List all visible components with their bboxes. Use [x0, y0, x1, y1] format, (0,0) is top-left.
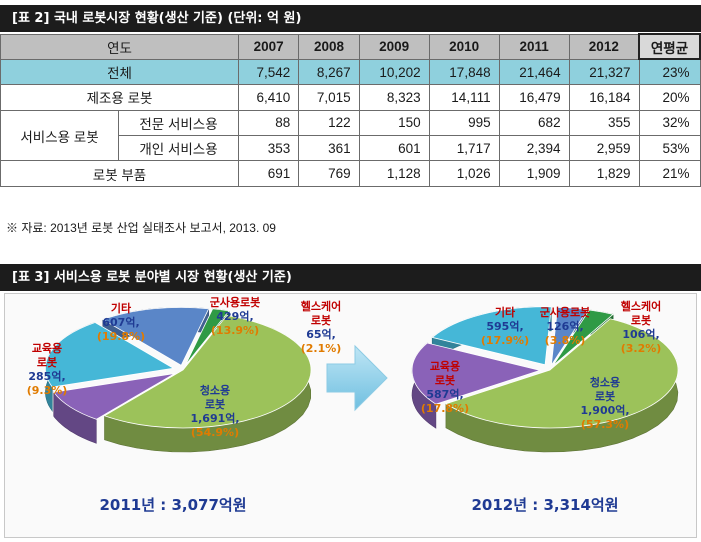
- row-label: 제조용 로봇: [0, 84, 239, 111]
- table-cell: 10,202: [358, 58, 430, 86]
- pie-chart-2011: 청소용 로봇 1,691억, (54.9%) 교육용 로봇 285억, (9.3%) 기타 607…: [27, 295, 342, 453]
- pie-slice: [184, 308, 230, 366]
- table-cell: 17,848: [428, 58, 500, 86]
- row-label: 전체: [0, 58, 239, 86]
- arrow-icon: [326, 344, 388, 412]
- table-cell: 16,479: [498, 84, 570, 111]
- table-cell: 353: [237, 135, 300, 162]
- table-cell: 355: [568, 109, 640, 137]
- pie-slice: [52, 373, 176, 420]
- slice-label: 청소용 로봇 1,900억, (57.3%): [580, 375, 629, 431]
- table-cell: 8,267: [298, 58, 360, 86]
- slice-label: 교육용 로봇 285억, (9.3%): [27, 342, 68, 397]
- table-cell: 682: [498, 109, 570, 137]
- source-note: ※ 자료: 2013년 로봇 산업 실태조사 보고서, 2013. 09: [6, 221, 276, 235]
- table-cell-cagr: 20%: [638, 84, 701, 111]
- pie-chart-2012: 청소용 로봇 1,900억, (57.3%) 교육용 로봇 587억, (17.8%) 기타 59…: [411, 299, 679, 453]
- pie-slice: [101, 306, 210, 366]
- header-year: 2012: [568, 33, 640, 60]
- table-cell: 1,026: [428, 160, 500, 187]
- table-cell: 150: [358, 109, 430, 137]
- table-cell: 1,909: [498, 160, 570, 187]
- table-cell: 995: [428, 109, 500, 137]
- pie-slice: [411, 342, 542, 405]
- slice-label: 군사용로봇 126억, (3.8%): [540, 305, 591, 347]
- table-cell-cagr: 32%: [638, 109, 701, 137]
- table-cell: 2,959: [568, 135, 640, 162]
- pie-slice: [552, 309, 614, 366]
- table-cell: 361: [298, 135, 360, 162]
- table-cell: 601: [358, 135, 430, 162]
- table-row: 개인 서비스용 353 361 601 1,717 2,394 2,959 53…: [1, 135, 701, 162]
- header-year: 2008: [298, 33, 360, 60]
- header-cagr: 연평균: [638, 32, 701, 61]
- slice-label: 헬스케어 로봇 65억, (2.1%): [301, 299, 342, 355]
- row-group-label: 서비스용 로봇: [0, 109, 119, 162]
- slice-label: 기타 595억, (17.9%): [481, 305, 529, 347]
- row-label: 전문 서비스용: [118, 109, 239, 137]
- table-cell: 2,394: [498, 135, 570, 162]
- table-cell: 16,184: [568, 84, 640, 111]
- slice-label: 헬스케어 로봇 106억, (3.2%): [621, 299, 662, 355]
- table-cell-cagr: 23%: [638, 58, 701, 86]
- table-cell: 1,717: [428, 135, 500, 162]
- chart-caption-2011: 2011년 : 3,077억원: [99, 496, 246, 514]
- table-cell: 769: [298, 160, 360, 187]
- row-label: 개인 서비스용: [118, 135, 239, 162]
- slice-label: 교육용 로봇 587억, (17.8%): [421, 360, 469, 415]
- chart-caption-2012: 2012년 : 3,314억원: [471, 496, 618, 514]
- header-year: 2010: [428, 33, 500, 60]
- pie-chart-panel: 청소용 로봇 1,691억, (54.9%) 교육용 로봇 285억, (9.3%) 기타 607…: [4, 293, 697, 538]
- table-cell: 14,111: [428, 84, 500, 111]
- table-cell: 1,128: [358, 160, 430, 187]
- table-cell: 7,542: [237, 58, 300, 86]
- slice-label: 청소용 로봇 1,691억, (54.9%): [190, 383, 239, 439]
- row-label: 로봇 부품: [0, 160, 239, 187]
- pie-slice: [103, 315, 312, 429]
- header-year-label: 연도: [0, 33, 239, 60]
- table-row: 전체 7,542 8,267 10,202 17,848 21,464 21,3…: [0, 58, 701, 86]
- table-cell: 21,464: [498, 58, 570, 86]
- table-row: 제조용 로봇 6,410 7,015 8,323 14,111 16,479 1…: [0, 84, 701, 111]
- slice-label: 군사용로봇 429억, (13.9%): [210, 295, 261, 337]
- slice-label: 기타 607억, (19.8%): [97, 301, 145, 343]
- robot-market-table: 연도 2007 2008 2009 2010 2011 2012 연평균 전체 …: [0, 32, 701, 187]
- header-year: 2011: [498, 33, 570, 60]
- table-cell: 1,829: [568, 160, 640, 187]
- pie-slice: [444, 318, 679, 429]
- table-cell: 6,410: [237, 84, 300, 111]
- table-cell: 122: [298, 109, 360, 137]
- pie-slice: [45, 322, 175, 388]
- table-cell: 21,327: [568, 58, 640, 86]
- table-cell: 7,015: [298, 84, 360, 111]
- header-year: 2009: [358, 33, 430, 60]
- table-row: 로봇 부품 691 769 1,128 1,026 1,909 1,829 21…: [0, 160, 701, 187]
- table-cell: 88: [237, 109, 300, 137]
- table-cell: 8,323: [358, 84, 430, 111]
- table-header-row: 연도 2007 2008 2009 2010 2011 2012 연평균: [0, 32, 701, 61]
- table-cell: 691: [237, 160, 300, 187]
- table-row: 서비스용 로봇 전문 서비스용 88 122 150 995 682 355 3…: [0, 109, 701, 162]
- pie-slice: [431, 306, 552, 366]
- pie-charts-svg: 청소용 로봇 1,691억, (54.9%) 교육용 로봇 285억, (9.3%) 기타 607…: [27, 295, 679, 514]
- table3-title: [표 3] 서비스용 로봇 분야별 시장 현황(생산 기준): [0, 264, 701, 291]
- table-cell-cagr: 53%: [638, 135, 701, 162]
- table2-title: [표 2] 국내 로봇시장 현황(생산 기준) (단위: 억 원): [0, 5, 701, 32]
- table-cell-cagr: 21%: [638, 160, 701, 187]
- header-year: 2007: [237, 33, 300, 60]
- pie-slice: [550, 306, 589, 366]
